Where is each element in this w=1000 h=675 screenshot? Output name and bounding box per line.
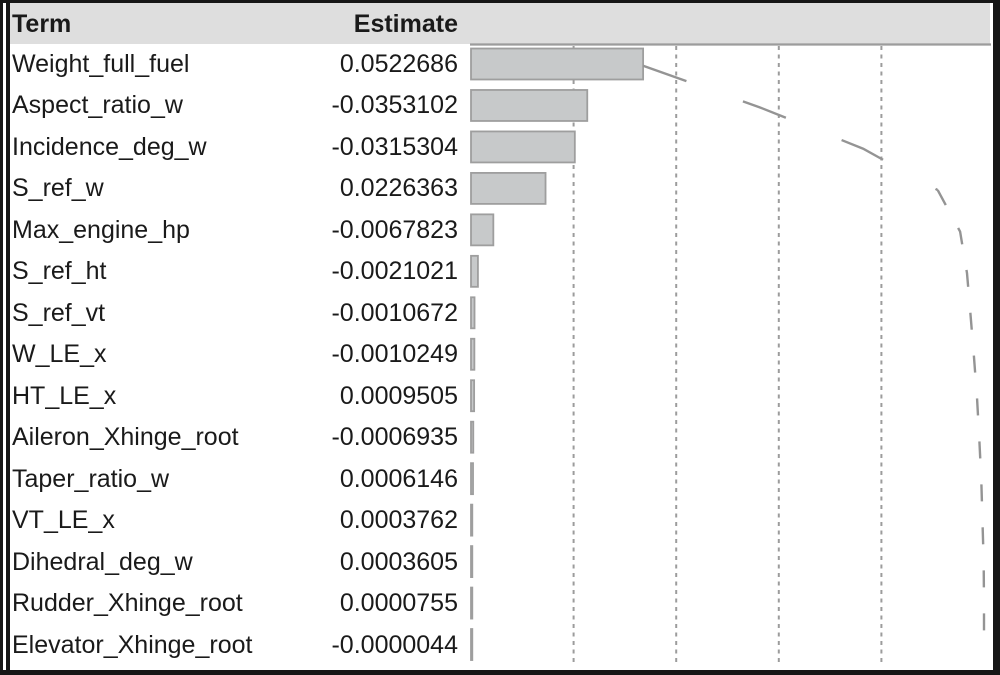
- table-row: Aspect_ratio_w -0.0353102: [10, 85, 470, 126]
- term-cell: Aileron_Xhinge_root: [12, 423, 239, 452]
- table-row: HT_LE_x 0.0009505: [10, 376, 470, 417]
- term-cell: S_ref_vt: [12, 298, 106, 327]
- estimate-bar: [470, 213, 495, 247]
- estimate-bar: [470, 47, 645, 81]
- frame-top: [0, 0, 1000, 3]
- term-cell: Elevator_Xhinge_root: [12, 630, 253, 659]
- table-row: S_ref_vt -0.0010672: [10, 293, 470, 334]
- estimate-bar: [470, 628, 474, 661]
- table-row: Weight_full_fuel 0.0522686: [10, 44, 470, 85]
- table-row: S_ref_w 0.0226363: [10, 168, 470, 209]
- estimate-cell: 0.0226363: [339, 174, 458, 203]
- table-row: Rudder_Xhinge_root 0.0000755: [10, 583, 470, 624]
- term-estimate-table: Weight_full_fuel 0.0522686 Aspect_ratio_w -…: [10, 44, 470, 666]
- table-row: Incidence_deg_w -0.0315304: [10, 127, 470, 168]
- estimate-cell: -0.0353102: [331, 91, 458, 120]
- table-row: Max_engine_hp -0.0067823: [10, 210, 470, 251]
- table-row: Taper_ratio_w 0.0006146: [10, 459, 470, 500]
- frame-left: [0, 0, 3, 675]
- estimate-cell: -0.0315304: [331, 132, 458, 161]
- estimate-cell: 0.0522686: [339, 50, 458, 78]
- estimate-cell: -0.0021021: [331, 257, 458, 286]
- estimate-bar: [470, 420, 475, 454]
- estimate-bar: [470, 379, 476, 413]
- term-cell: Weight_full_fuel: [12, 50, 190, 78]
- cumulative-curve: [936, 189, 986, 647]
- term-cell: Incidence_deg_w: [12, 132, 207, 161]
- estimate-bar: [470, 171, 547, 205]
- frame-right: [993, 0, 1000, 675]
- estimate-cell: 0.0006146: [339, 464, 458, 493]
- estimate-cell: 0.0003762: [339, 506, 458, 535]
- table-left-border: [6, 3, 10, 670]
- table-row: VT_LE_x 0.0003762: [10, 500, 470, 541]
- estimate-bar: [470, 296, 476, 330]
- column-header-term: Term: [12, 10, 72, 38]
- term-cell: Aspect_ratio_w: [12, 91, 183, 120]
- estimate-cell: -0.0010249: [331, 340, 458, 369]
- table-row: W_LE_x -0.0010249: [10, 334, 470, 375]
- estimate-cell: -0.0006935: [331, 423, 458, 452]
- table-row: Dihedral_deg_w 0.0003605: [10, 542, 470, 583]
- estimate-cell: -0.0000044: [331, 630, 458, 659]
- term-cell: Rudder_Xhinge_root: [12, 589, 243, 618]
- estimate-bar: [470, 503, 474, 537]
- term-cell: S_ref_w: [12, 174, 104, 203]
- estimate-bar: [470, 462, 474, 496]
- estimate-bar: [470, 130, 576, 164]
- term-cell: S_ref_ht: [12, 257, 107, 286]
- term-cell: Max_engine_hp: [12, 215, 190, 244]
- estimate-cell: 0.0000755: [339, 589, 458, 618]
- table-row: Elevator_Xhinge_root -0.0000044: [10, 625, 470, 666]
- estimate-cell: -0.0010672: [331, 298, 458, 327]
- term-cell: Taper_ratio_w: [12, 464, 170, 493]
- term-cell: VT_LE_x: [12, 506, 115, 535]
- estimate-cell: -0.0067823: [331, 215, 458, 244]
- column-header-estimate: Estimate: [353, 10, 458, 38]
- estimate-bar: [470, 586, 474, 620]
- estimate-bar: [470, 89, 589, 122]
- estimate-bar: [470, 254, 479, 288]
- header-band: [10, 3, 990, 44]
- term-cell: W_LE_x: [12, 340, 107, 369]
- estimate-bar: [470, 337, 476, 371]
- term-cell: HT_LE_x: [12, 381, 117, 410]
- estimate-bar: [470, 545, 474, 578]
- table-row: S_ref_ht -0.0021021: [10, 251, 470, 292]
- table-row: Aileron_Xhinge_root -0.0006935: [10, 417, 470, 458]
- frame-bottom: [0, 670, 1000, 675]
- estimate-cell: 0.0003605: [339, 547, 458, 576]
- term-cell: Dihedral_deg_w: [12, 547, 193, 576]
- estimate-cell: 0.0009505: [339, 381, 458, 410]
- cumulative-curve: [642, 64, 939, 192]
